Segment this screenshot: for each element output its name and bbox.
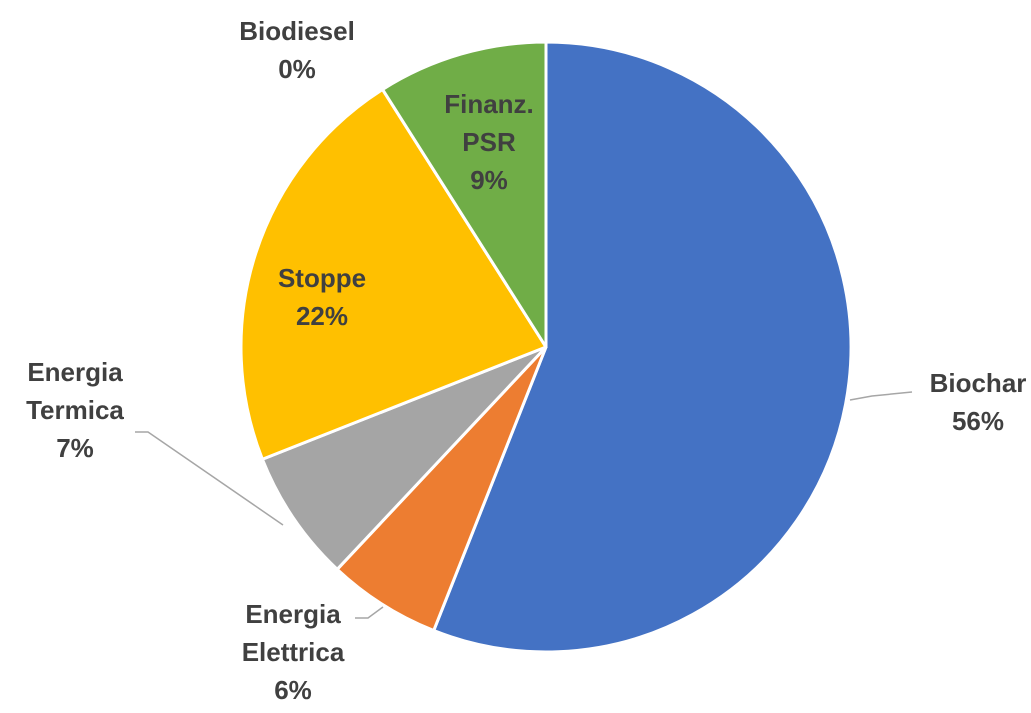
pie-slice xyxy=(260,345,548,571)
category-label: Stoppe xyxy=(277,263,367,293)
leader-lines xyxy=(135,391,913,619)
data-label: Biodiesel 0% xyxy=(227,12,367,88)
leader-line xyxy=(849,391,913,401)
leader-line xyxy=(135,431,284,526)
pie-slice xyxy=(432,40,853,654)
data-label: Energia Elettrica 6% xyxy=(223,595,363,709)
category-label: Biodiesel xyxy=(239,16,355,46)
data-label: Biochar 56% xyxy=(908,364,1031,440)
value-label: 6% xyxy=(274,675,312,705)
category-label: Energia Termica xyxy=(26,357,124,425)
value-label: 56% xyxy=(951,406,1005,436)
data-label: Finanz. PSR 9% xyxy=(419,85,559,199)
pie-slice xyxy=(381,40,548,349)
value-label: 9% xyxy=(470,165,508,195)
category-label: Energia Elettrica xyxy=(241,599,345,667)
leader-line xyxy=(355,606,384,619)
data-label: Stoppe 22% xyxy=(252,259,392,335)
pie-slice xyxy=(239,87,548,461)
value-label: 7% xyxy=(56,433,94,463)
value-label: 0% xyxy=(278,54,316,84)
slices xyxy=(239,40,853,654)
category-label: Finanz. PSR xyxy=(444,89,534,157)
category-label: Biochar xyxy=(929,368,1027,398)
data-label: Energia Termica 7% xyxy=(5,353,145,467)
value-label: 22% xyxy=(295,301,349,331)
